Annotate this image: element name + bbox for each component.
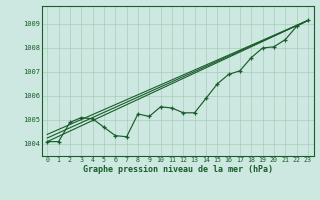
X-axis label: Graphe pression niveau de la mer (hPa): Graphe pression niveau de la mer (hPa): [83, 165, 273, 174]
